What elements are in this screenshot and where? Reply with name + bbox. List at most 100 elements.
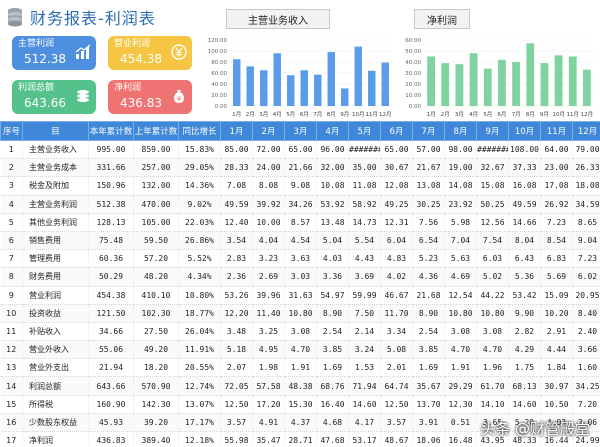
value-cell: 6.02 xyxy=(572,267,600,287)
net-profit-bar xyxy=(455,64,464,106)
item-name-cell: 利润总额 xyxy=(22,376,89,396)
column-header: 2月 xyxy=(252,121,285,141)
value-cell: 12.74% xyxy=(178,376,221,396)
value-cell: 5.23 xyxy=(412,249,445,269)
net-profit-bar xyxy=(427,56,435,106)
value-cell: 4.04 xyxy=(252,231,285,251)
kpi-operating-profit: 营业利润 454.38 xyxy=(108,36,192,70)
value-cell: 21.94 xyxy=(88,358,134,378)
item-name-cell: 主营业务收入 xyxy=(22,140,89,160)
revenue-selector-button[interactable]: 主营业务收入 xyxy=(226,9,330,29)
value-cell: 96.00 xyxy=(316,140,349,160)
value-cell: 4.44 xyxy=(540,340,573,360)
value-cell: 49.25 xyxy=(380,195,413,214)
column-header: 1月 xyxy=(220,121,253,141)
revenue-bar xyxy=(381,62,389,106)
value-cell: 4.43 xyxy=(348,249,381,269)
value-cell: 3.48 xyxy=(220,322,253,342)
value-cell: 53.17 xyxy=(348,431,381,447)
row-index-cell: 2 xyxy=(0,158,23,178)
value-cell: 410.10 xyxy=(133,286,179,305)
value-cell: 2.54 xyxy=(412,322,445,342)
value-cell: 470.00 xyxy=(133,195,179,214)
value-cell: 14.10 xyxy=(476,395,509,414)
value-cell: 16.08 xyxy=(508,176,541,196)
page-title: 财务报表-利润表 xyxy=(30,9,156,28)
row-index-cell: 14 xyxy=(0,376,23,396)
item-name-cell: 其他业务利润 xyxy=(22,213,89,232)
value-cell: 1.84 xyxy=(540,358,573,378)
value-cell: 54.97 xyxy=(316,286,349,305)
value-cell: 643.66 xyxy=(88,376,134,396)
value-cell: 39.96 xyxy=(252,286,285,305)
item-name-cell: 税金及附加 xyxy=(22,176,89,196)
watermark: 头条 @财管殿堂 xyxy=(480,420,590,438)
value-cell: 46.67 xyxy=(380,286,413,305)
value-cell: 3.34 xyxy=(380,322,413,342)
item-name-cell: 净利润 xyxy=(22,431,89,447)
value-cell: 10.80% xyxy=(178,286,221,305)
x-tick-label: 4月 xyxy=(273,111,282,118)
value-cell: 26.33 xyxy=(572,158,600,178)
y-tick-label: 80.00 xyxy=(211,60,227,66)
value-cell: 55.98 xyxy=(220,431,253,447)
value-cell: 35.67 xyxy=(412,376,445,396)
value-cell: 995.00 xyxy=(88,140,134,160)
y-tick-label: 60.00 xyxy=(405,38,421,44)
value-cell: 12.40 xyxy=(220,213,253,232)
value-cell: 4.03 xyxy=(316,249,349,269)
table-row: 6 销售费用 75.48 59.50 26.86% 3.54 4.04 4.54 5.04 5.5… xyxy=(0,231,600,251)
value-cell: 2.91 xyxy=(540,322,573,342)
value-cell: 4.17 xyxy=(348,413,381,433)
value-cell: 12.18% xyxy=(178,431,221,447)
table-row: 2 主营业务成本 331.66 257.00 29.05% 28.33 24.00 21.66… xyxy=(0,158,600,178)
value-cell: 2.40 xyxy=(572,322,600,342)
item-name-cell: 少数股东权益 xyxy=(22,413,89,433)
value-cell: 39.20 xyxy=(133,413,179,433)
table-row: 15 所得税 160.90 142.30 13.07% 12.50 17.20 15.30 16… xyxy=(0,395,600,414)
x-tick-label: 12月 xyxy=(379,111,392,118)
x-tick-label: 3月 xyxy=(455,111,464,118)
value-cell: 5.52% xyxy=(178,249,221,269)
revenue-bar xyxy=(260,70,268,106)
value-cell: 12.56 xyxy=(476,213,509,232)
x-tick-label: 2月 xyxy=(441,111,450,118)
value-cell: 55.06 xyxy=(88,340,134,360)
value-cell: 5.18 xyxy=(220,340,253,360)
value-cell: 570.90 xyxy=(133,376,179,396)
value-cell: 21.67 xyxy=(412,158,445,178)
bar-chart-icon xyxy=(75,44,91,59)
column-header: 5月 xyxy=(348,121,381,141)
value-cell: 34.25 xyxy=(572,376,600,396)
row-index-cell: 8 xyxy=(0,267,23,287)
value-cell: 10.80 xyxy=(444,304,477,323)
value-cell: 61.70 xyxy=(476,376,509,396)
column-header: 7月 xyxy=(412,121,445,141)
kpi-total-profit: 利润总额 643.66 xyxy=(12,80,96,114)
row-index-cell: 4 xyxy=(0,195,23,214)
net-profit-bar xyxy=(526,43,535,106)
value-cell: 10.00 xyxy=(252,213,285,232)
value-cell: 1.53 xyxy=(348,358,381,378)
value-cell: 11.91% xyxy=(178,340,221,360)
value-cell: 11.40 xyxy=(252,304,285,323)
table-header-row: 序号目本年累计数 上年累计数 同比增长 1月 2月 3月 4月 5月 6月 7月 8月 9月 10月 11… xyxy=(0,121,600,141)
value-cell: 3.36 xyxy=(316,267,349,287)
value-cell: 53.42 xyxy=(508,286,541,305)
value-cell: 5.69 xyxy=(540,267,573,287)
net-profit-bar-chart: 0.00 10.00 20.00 30.00 40.00 50.00 60.00 1月 2月 3月… xyxy=(394,34,598,120)
net-profit-selector-button[interactable]: 净利润 xyxy=(414,9,470,29)
value-cell: 17.08 xyxy=(540,176,573,196)
net-profit-bar xyxy=(441,63,450,106)
row-index-cell: 17 xyxy=(0,431,23,447)
net-profit-bar xyxy=(540,63,549,106)
revenue-bar-chart-svg: 0.00 20.00 40.00 60.00 80.00 100.00 120.00 1月 2月… xyxy=(208,38,392,118)
value-cell: 3.54 xyxy=(220,231,253,251)
row-index-cell: 5 xyxy=(0,213,23,232)
value-cell: 57.58 xyxy=(252,376,285,396)
net-profit-bar xyxy=(483,68,492,106)
value-cell: 3.25 xyxy=(252,322,285,342)
kpi-main-profit: 主营利润 512.38 xyxy=(12,36,96,70)
value-cell: 102.30 xyxy=(133,304,179,323)
revenue-bar-chart: 0.00 20.00 40.00 60.00 80.00 100.00 120.00 1月 2月… xyxy=(200,34,396,120)
